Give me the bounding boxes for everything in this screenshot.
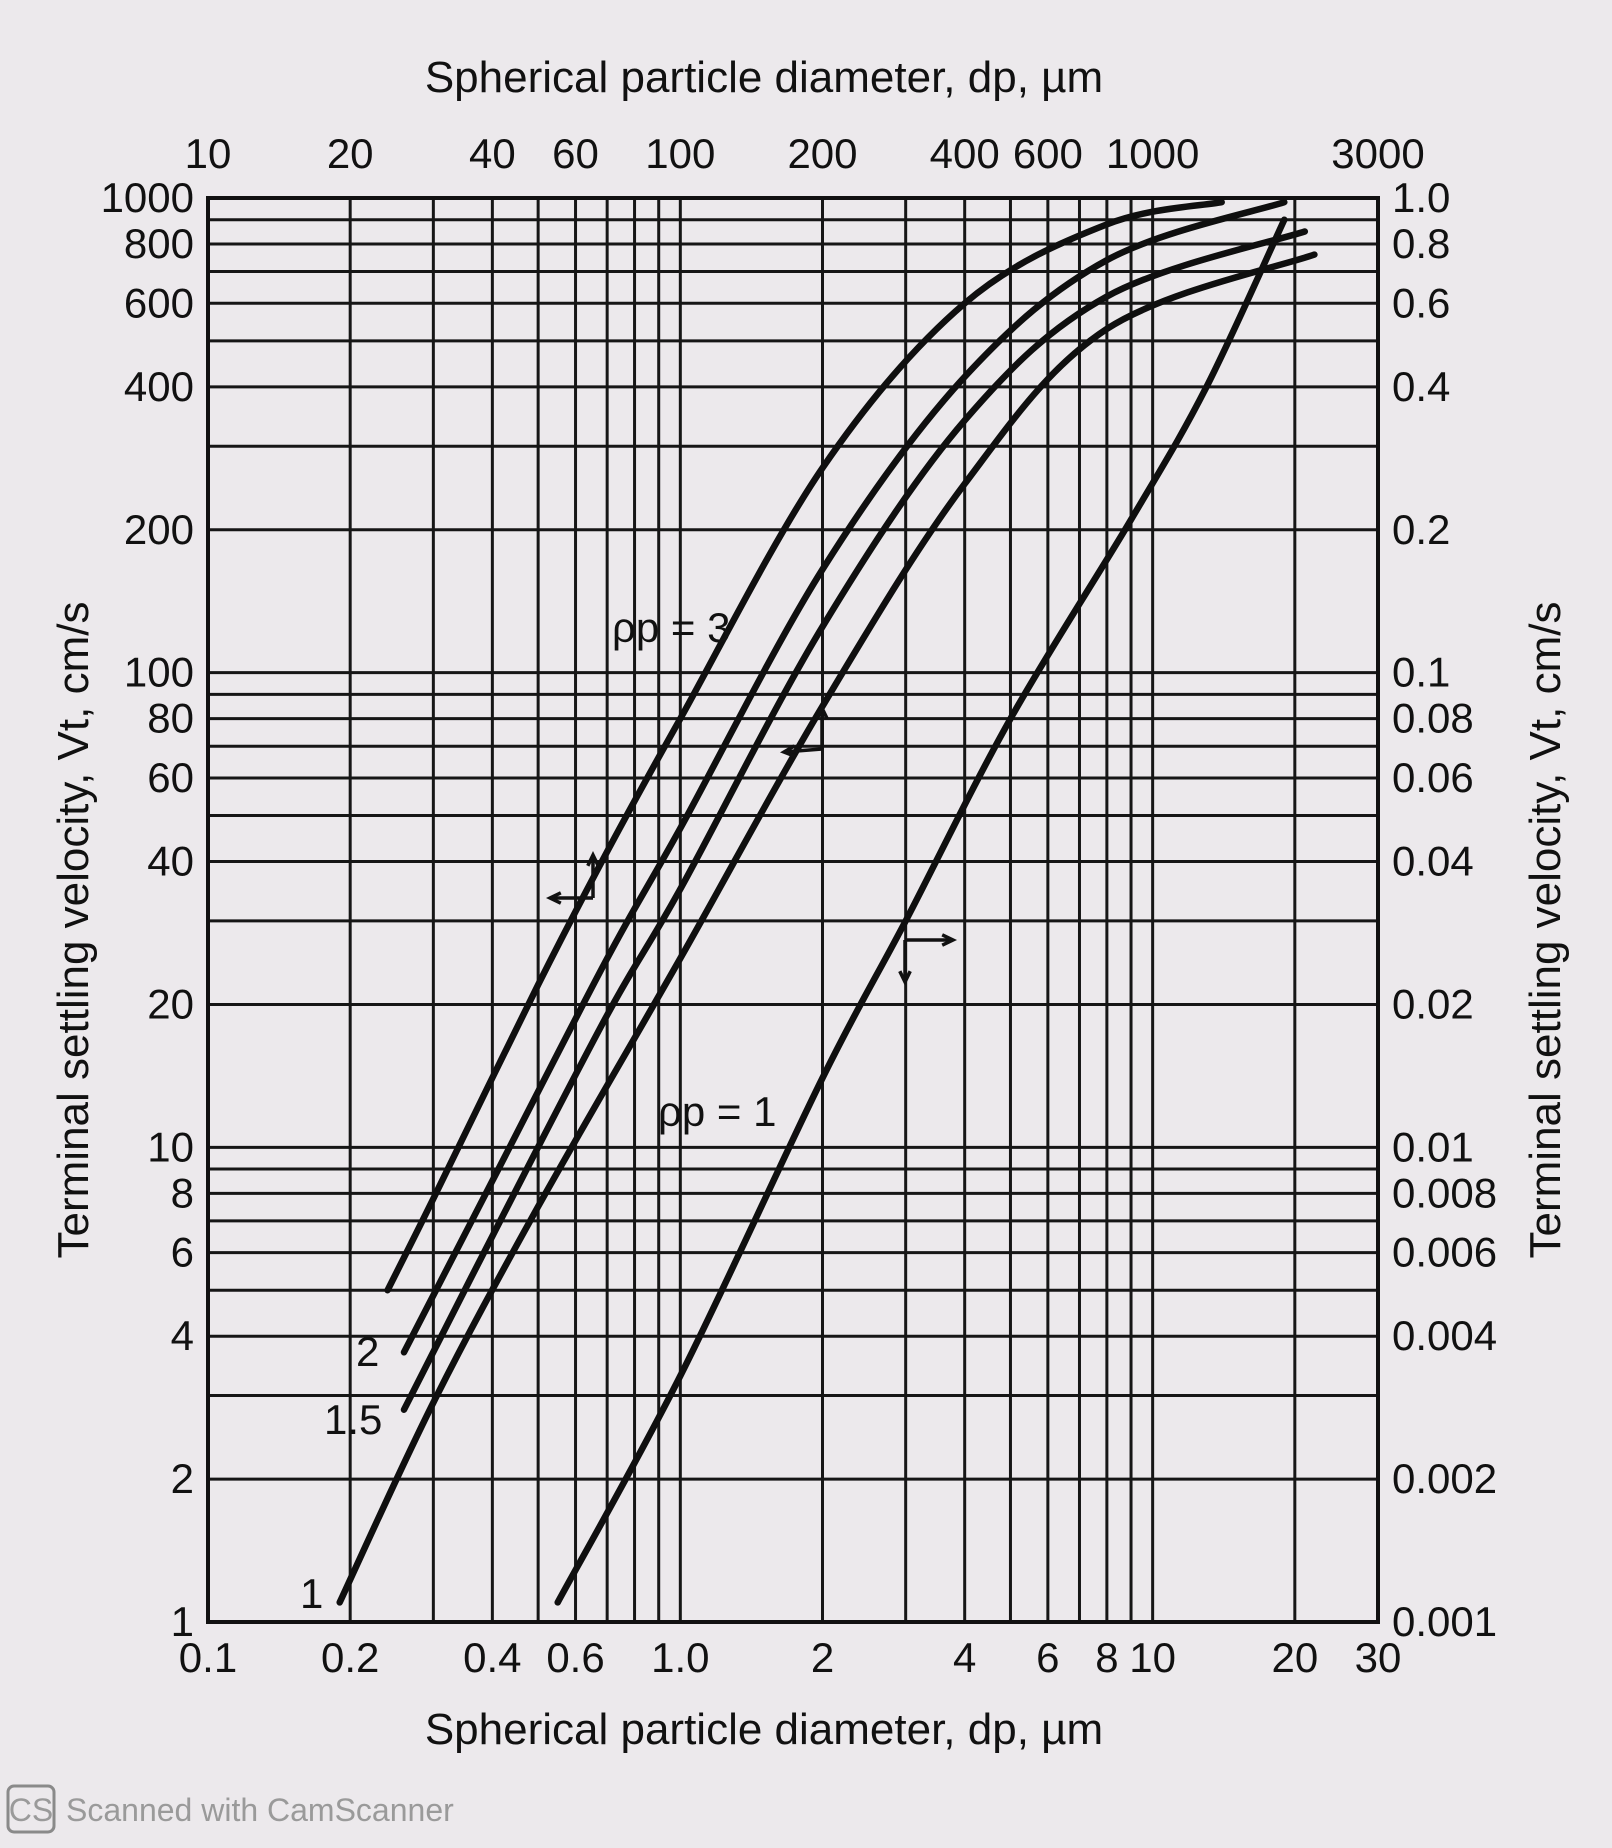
camscanner-logo-icon <box>6 1784 56 1834</box>
top-tick-label: 3000 <box>1331 130 1424 177</box>
top-tick-label: 60 <box>552 130 599 177</box>
right-axis-title: Terminal settling velocity, Vt, cm/s <box>1521 602 1570 1259</box>
annotation-rho-1: ρp = 1 <box>658 1088 776 1135</box>
top-tick-label: 20 <box>327 130 374 177</box>
left-tick-label: 8 <box>171 1169 194 1216</box>
curve-arrows <box>545 703 958 987</box>
right-tick-label: 0.004 <box>1392 1312 1497 1359</box>
grid <box>206 196 1380 1624</box>
bottom-tick-label: 8 <box>1095 1634 1118 1681</box>
right-tick-label: 0.6 <box>1392 279 1450 326</box>
top-tick-label: 600 <box>1013 130 1083 177</box>
left-tick-label: 4 <box>171 1312 194 1359</box>
right-tick-label: 0.06 <box>1392 754 1474 801</box>
bottom-tick-label: 20 <box>1271 1634 1318 1681</box>
series-line-3 <box>336 251 1318 1606</box>
series-line-2 <box>400 228 1309 1413</box>
top-tick-label: 400 <box>930 130 1000 177</box>
left-tick-label: 200 <box>124 506 194 553</box>
tick-labels: 10 20 40 60 100 200 400 600 1000 3000 0.1 0.2 0.4 0.6… <box>101 130 1498 1681</box>
right-tick-label: 0.002 <box>1392 1455 1497 1502</box>
left-tick-label: 60 <box>147 754 194 801</box>
bottom-axis-title: Spherical particle diameter, dp, µm <box>425 1705 1103 1754</box>
left-tick-label: 2 <box>171 1455 194 1502</box>
right-tick-label: 0.2 <box>1392 506 1450 553</box>
left-tick-label: 6 <box>171 1229 194 1276</box>
curve-label-1: 1 <box>300 1570 323 1617</box>
right-tick-label: 0.008 <box>1392 1169 1497 1216</box>
arrow-up-mid-curves-head <box>815 703 829 720</box>
arrow-down-large-curve-head <box>898 970 912 987</box>
arrow-up-small-curves-head <box>586 850 600 867</box>
series-line-4 <box>554 216 1288 1606</box>
bottom-tick-label: 6 <box>1036 1634 1059 1681</box>
right-tick-label: 0.4 <box>1392 363 1450 410</box>
curve-label-2: 2 <box>356 1328 379 1375</box>
left-tick-label: 80 <box>147 695 194 742</box>
arrow-right-large-curve-head <box>941 933 958 947</box>
right-tick-label: 0.02 <box>1392 980 1474 1027</box>
top-tick-label: 1000 <box>1106 130 1199 177</box>
left-tick-label: 1 <box>171 1598 194 1645</box>
plot-frame <box>206 196 1380 1624</box>
curves <box>336 198 1318 1606</box>
series-line-0 <box>384 198 1225 1294</box>
left-tick-label: 600 <box>124 279 194 326</box>
left-tick-label: 400 <box>124 363 194 410</box>
watermark: CS Scanned with CamScanner <box>6 1784 454 1834</box>
bottom-tick-label: 0.2 <box>321 1634 379 1681</box>
left-tick-label: 100 <box>124 649 194 696</box>
bottom-tick-label: 4 <box>953 1634 976 1681</box>
bottom-tick-label: 2 <box>811 1634 834 1681</box>
bottom-tick-label: 10 <box>1129 1634 1176 1681</box>
bottom-tick-label: 0.6 <box>546 1634 604 1681</box>
bottom-tick-label: 0.1 <box>179 1634 237 1681</box>
watermark-badge: CS <box>9 1792 53 1828</box>
arrow-left-small-curves-head <box>545 891 562 905</box>
bottom-tick-label: 30 <box>1355 1634 1402 1681</box>
right-tick-label: 0.001 <box>1392 1598 1497 1645</box>
curve-label-1-5: 1.5 <box>324 1396 382 1443</box>
top-axis-title: Spherical particle diameter, dp, µm <box>425 53 1103 102</box>
left-tick-label: 800 <box>124 220 194 267</box>
left-tick-label: 1000 <box>101 174 194 221</box>
series-line-1 <box>400 198 1288 1356</box>
top-tick-label: 10 <box>185 130 232 177</box>
left-tick-label: 40 <box>147 838 194 885</box>
top-tick-label: 200 <box>787 130 857 177</box>
left-tick-label: 20 <box>147 980 194 1027</box>
left-axis-title: Terminal settling velocity, Vt, cm/s <box>49 602 98 1259</box>
arrow-left-mid-curves <box>783 747 823 754</box>
right-tick-label: 0.8 <box>1392 220 1450 267</box>
right-tick-label: 0.08 <box>1392 695 1474 742</box>
left-tick-label: 10 <box>147 1123 194 1170</box>
watermark-text: Scanned with CamScanner <box>66 1792 454 1828</box>
top-tick-label: 100 <box>645 130 715 177</box>
right-tick-label: 0.01 <box>1392 1123 1474 1170</box>
bottom-tick-label: 1.0 <box>651 1634 709 1681</box>
right-tick-label: 0.04 <box>1392 838 1474 885</box>
right-tick-label: 1.0 <box>1392 174 1450 221</box>
bottom-tick-label: 0.4 <box>463 1634 521 1681</box>
right-tick-label: 0.006 <box>1392 1229 1497 1276</box>
arrow-left-mid-curves-head <box>779 744 796 758</box>
right-tick-label: 0.1 <box>1392 649 1450 696</box>
annotation-rho-3: ρp = 3 <box>612 604 730 651</box>
top-tick-label: 40 <box>469 130 516 177</box>
